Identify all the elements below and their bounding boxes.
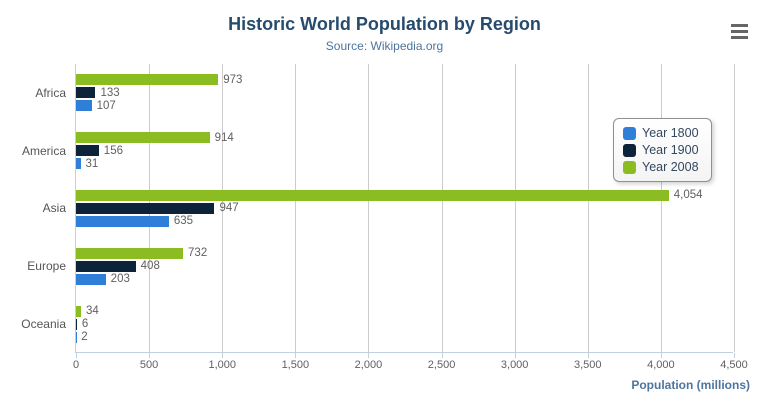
bar-asia-year-2008[interactable]: [76, 189, 669, 201]
bar-asia-year-1800[interactable]: [76, 215, 169, 227]
legend-item-year-2008[interactable]: Year 2008: [623, 160, 699, 174]
x-tick-label: 0: [72, 359, 80, 371]
axis-tick-mark: [76, 353, 77, 358]
axis-tick-mark: [660, 353, 662, 358]
bar-europe-year-2008[interactable]: [76, 247, 184, 259]
axis-tick-mark: [514, 353, 516, 358]
x-tick-label: 3,000: [500, 359, 529, 371]
x-tick-label: 1,500: [281, 359, 310, 371]
axis-tick-mark: [149, 353, 151, 358]
gridline: [295, 64, 297, 352]
legend: Year 1800 Year 1900 Year 2008: [613, 118, 712, 182]
x-tick-label: 4,000: [647, 359, 675, 371]
chart-subtitle: Source: Wikipedia.org: [325, 39, 444, 53]
bar-america-year-1800[interactable]: [76, 158, 81, 170]
plot-area: 0 500 1,000 1,500 2,000 2,500 3,000 3,500 4,000 4…: [21, 64, 748, 371]
bar-value-label: 973: [223, 73, 243, 86]
x-tick-label: 500: [139, 359, 159, 371]
legend-item-year-1900[interactable]: Year 1900: [623, 143, 699, 157]
legend-label: Year 2008: [642, 160, 699, 174]
bar-value-label: 2: [81, 331, 88, 344]
gridline: [587, 64, 589, 352]
axis-tick-mark: [734, 353, 735, 358]
gridline: [368, 64, 370, 352]
legend-marker-icon: [623, 126, 636, 140]
category-label: America: [21, 143, 66, 158]
axis-tick-mark: [587, 353, 589, 358]
bar-value-label: 34: [85, 305, 99, 318]
bar-europe-year-1900[interactable]: [76, 260, 136, 272]
gridline: [441, 64, 443, 352]
bar-america-year-2008[interactable]: [76, 132, 210, 144]
bar-value-label: 4,054: [673, 189, 703, 202]
gridline: [734, 64, 735, 352]
axis-tick-mark: [368, 353, 370, 358]
category-label: Europe: [27, 259, 66, 274]
bar-value-label: 107: [96, 99, 116, 112]
x-tick-label: 2,000: [354, 359, 383, 371]
x-tick-label: 3,500: [574, 359, 602, 371]
bar-europe-year-1800[interactable]: [76, 273, 106, 285]
category-row: Europe 732 408 203: [27, 237, 733, 295]
bar-africa-year-2008[interactable]: [76, 74, 219, 86]
bar-asia-year-1900[interactable]: [76, 202, 215, 214]
hamburger-icon: [730, 23, 748, 39]
x-tick-label: 1,000: [208, 359, 236, 371]
category-row: Asia 4,054 947 635: [43, 180, 733, 238]
legend-item-year-1800[interactable]: Year 1800: [623, 126, 699, 140]
bar-africa-year-1800[interactable]: [76, 100, 92, 112]
chart-title: Historic World Population by Region: [228, 14, 541, 34]
bar-america-year-1900[interactable]: [76, 145, 99, 157]
axis-tick-mark: [295, 353, 297, 358]
gridline: [660, 64, 662, 352]
bar-value-label: 947: [219, 202, 239, 215]
bar-value-label: 732: [188, 247, 208, 260]
legend-label: Year 1800: [642, 126, 699, 140]
bar-value-label: 6: [81, 318, 89, 331]
category-row: America 914 156 31: [22, 122, 733, 180]
bar-oceania-year-1900[interactable]: [76, 318, 77, 330]
bar-value-label: 635: [173, 215, 194, 228]
category-label: Africa: [35, 85, 66, 100]
bar-africa-year-1900[interactable]: [76, 87, 96, 99]
x-tick-label: 4,500: [720, 359, 748, 371]
bar-value-label: 156: [103, 144, 123, 157]
category-row: Africa 973 133 107: [35, 64, 733, 122]
axis-tick-mark: [222, 353, 224, 358]
x-tick-label: 2,500: [427, 359, 456, 371]
x-axis-title: Population (millions): [631, 378, 750, 392]
bar-value-label: 203: [110, 273, 130, 286]
category-label: Oceania: [21, 317, 66, 332]
gridline: [222, 64, 224, 352]
category-row: Oceania 34 6 2: [21, 295, 733, 353]
bar-oceania-year-2008[interactable]: [76, 305, 81, 317]
legend-marker-icon: [623, 143, 636, 157]
legend-marker-icon: [623, 160, 636, 174]
bar-value-label: 31: [85, 157, 99, 170]
bar-value-label: 133: [100, 86, 120, 99]
category-label: Asia: [42, 201, 66, 216]
axis-tick-mark: [441, 353, 443, 358]
bar-value-label: 914: [214, 131, 234, 144]
context-menu-button[interactable]: [727, 20, 751, 42]
bar-value-label: 408: [140, 260, 160, 273]
legend-label: Year 1900: [642, 143, 699, 157]
gridline: [514, 64, 516, 352]
